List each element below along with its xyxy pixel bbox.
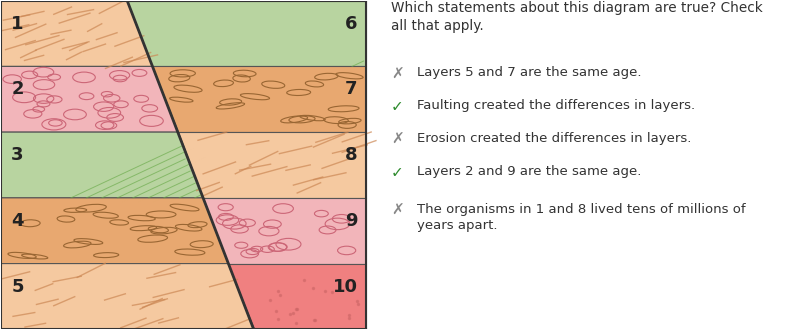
Text: 8: 8 [345,146,358,164]
Text: Faulting created the differences in layers.: Faulting created the differences in laye… [418,99,695,112]
Text: 2: 2 [11,81,24,98]
Text: Which statements about this diagram are true? Check
all that apply.: Which statements about this diagram are … [390,1,762,33]
Text: 5: 5 [11,278,24,296]
Text: Erosion created the differences in layers.: Erosion created the differences in layer… [418,132,692,145]
Text: Layers 5 and 7 are the same age.: Layers 5 and 7 are the same age. [418,66,642,80]
Text: Layers 2 and 9 are the same age.: Layers 2 and 9 are the same age. [418,165,642,178]
Text: The organisms in 1 and 8 lived tens of millions of
years apart.: The organisms in 1 and 8 lived tens of m… [418,203,746,232]
Polygon shape [1,66,178,132]
Text: 4: 4 [11,212,24,230]
Polygon shape [203,198,366,264]
Text: ✗: ✗ [390,132,403,147]
Text: ✓: ✓ [390,165,403,180]
Polygon shape [127,1,366,66]
Text: ✗: ✗ [390,203,403,218]
Polygon shape [1,264,254,329]
Text: 7: 7 [345,81,358,98]
Polygon shape [1,132,203,198]
Text: 1: 1 [11,15,24,33]
Polygon shape [153,66,366,132]
Text: 9: 9 [345,212,358,230]
Polygon shape [1,1,153,66]
Text: ✓: ✓ [390,99,403,114]
Polygon shape [178,132,366,198]
Text: 10: 10 [333,278,358,296]
Polygon shape [228,264,366,329]
Polygon shape [1,198,228,264]
Text: 6: 6 [345,15,358,33]
Text: 3: 3 [11,146,24,164]
Text: ✗: ✗ [390,66,403,82]
